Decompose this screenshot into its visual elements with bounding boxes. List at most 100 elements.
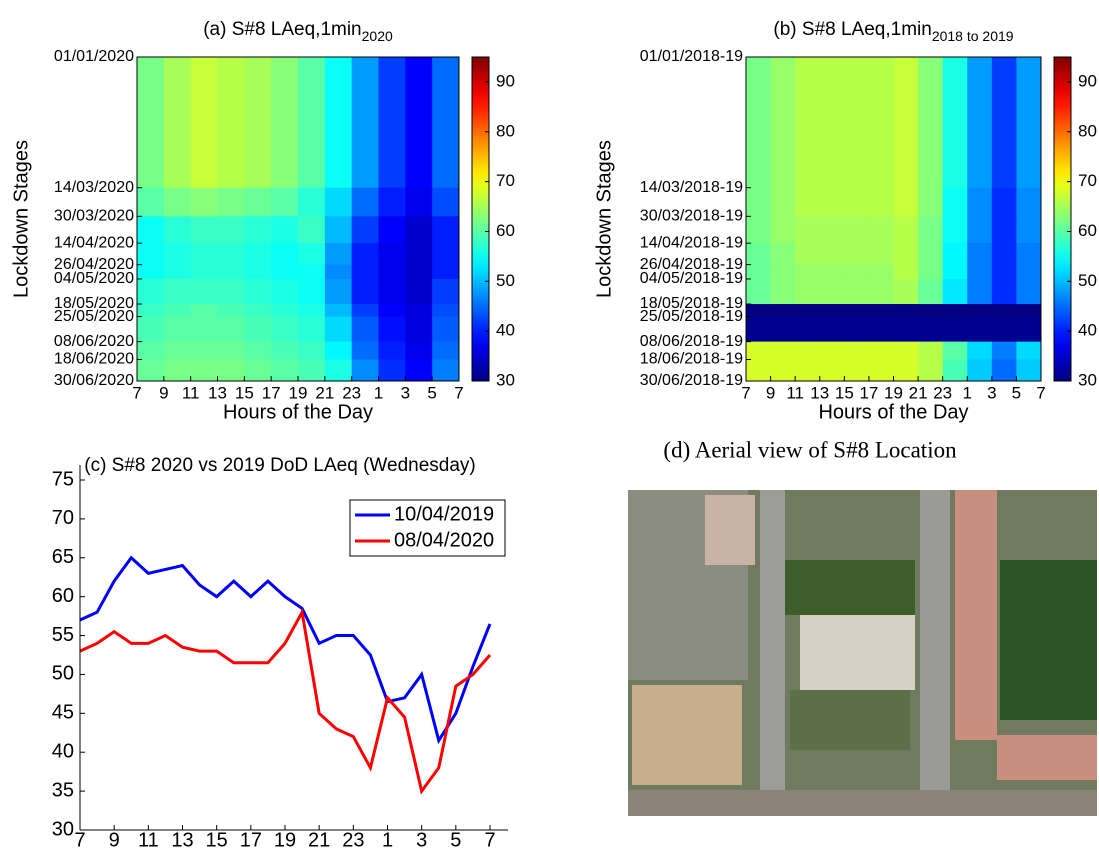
heatmap-cell <box>844 359 870 382</box>
construction <box>632 685 742 785</box>
heatmap-cell <box>1016 187 1042 217</box>
colorbar <box>471 56 490 382</box>
y-tick-label: 18/06/2020 <box>54 351 134 368</box>
heatmap-cell <box>991 243 1017 266</box>
heatmap-cell <box>1016 316 1042 343</box>
heatmap-cell <box>868 316 894 343</box>
y-tick-label: 08/06/2018-19 <box>640 333 743 350</box>
heatmap-cell <box>217 243 245 266</box>
heatmap-cell <box>746 216 772 244</box>
heatmap-cell <box>351 243 379 266</box>
heatmap-cell <box>868 187 894 217</box>
heatmap-cell <box>405 341 433 361</box>
y-tick-label: 35 <box>52 779 74 801</box>
heatmap-cell <box>244 278 272 305</box>
heatmap-cell <box>244 264 272 280</box>
heatmap-cell <box>271 187 299 217</box>
heatmap-cell <box>991 187 1017 217</box>
y-tick-label: 14/03/2020 <box>54 179 134 196</box>
heatmap-cell <box>819 187 845 217</box>
heatmap-cell <box>137 187 165 217</box>
heatmap-cell <box>244 243 272 266</box>
heatmap-cell <box>432 187 460 217</box>
x-tick-label: 1 <box>963 383 972 402</box>
heatmap-cell <box>324 304 353 318</box>
heatmap-cell <box>163 57 192 189</box>
heatmap-cell <box>770 278 796 305</box>
heatmap-cell <box>991 216 1017 244</box>
heatmap-cell <box>942 187 968 217</box>
x-tick-label: 21 <box>909 383 928 402</box>
x-tick-label: 9 <box>766 383 775 402</box>
heatmap-cell <box>770 304 796 318</box>
heatmap-cell <box>819 341 845 361</box>
x-tick-label: 7 <box>132 383 141 402</box>
heatmap-cell <box>918 278 944 305</box>
heatmap-cell <box>405 359 433 382</box>
y-tick-label: 40 <box>52 741 74 763</box>
heatmap-cell <box>967 278 993 305</box>
heatmap-cell <box>819 278 845 305</box>
heatmap-cell <box>324 341 353 361</box>
lot <box>800 615 915 690</box>
colorbar <box>1053 56 1072 382</box>
heatmap-cell <box>190 57 218 189</box>
heatmap-cell <box>378 341 406 361</box>
heatmap-cell <box>746 316 772 343</box>
heatmap-cell <box>190 316 218 343</box>
heatmap-cell <box>432 316 460 343</box>
heatmap-cell <box>795 264 821 280</box>
heatmap-cell <box>163 359 192 382</box>
heatmap-cell <box>918 216 944 244</box>
heatmap-cell <box>942 264 968 280</box>
colorbar-tick-label: 90 <box>496 71 515 90</box>
colorbar-tick-label: 40 <box>496 321 515 340</box>
x-tick-label: 1 <box>382 829 393 849</box>
heatmap-cell <box>893 264 919 280</box>
colorbar-tick-label: 40 <box>1078 321 1097 340</box>
heatmap-cell <box>795 341 821 361</box>
y-tick-label: 18/05/2020 <box>54 295 134 312</box>
heatmap-cell <box>942 243 968 266</box>
heatmap-cell <box>967 359 993 382</box>
heatmap-cell <box>324 243 353 266</box>
x-tick-label: 7 <box>454 383 463 402</box>
heatmap-cell <box>795 316 821 343</box>
heatmap-cell <box>378 264 406 280</box>
heatmap-cell <box>746 187 772 217</box>
heatmap-cell <box>967 57 993 189</box>
colorbar-tick-label: 70 <box>1078 171 1097 190</box>
heatmap-cell <box>163 187 192 217</box>
heatmap-cell <box>991 316 1017 343</box>
colorbar-tick-label: 80 <box>1078 121 1097 140</box>
heatmap-cell <box>137 216 165 244</box>
heatmap-cell <box>351 57 379 189</box>
colorbar-tick-label: 80 <box>496 121 515 140</box>
x-tick-label: 1 <box>374 383 383 402</box>
heatmap-cell <box>746 304 772 318</box>
heatmap-cell <box>378 216 406 244</box>
trees <box>1000 560 1097 720</box>
x-tick-label: 11 <box>182 383 200 402</box>
heatmap-cell <box>967 187 993 217</box>
heatmap-cell <box>918 264 944 280</box>
heatmap-cell <box>217 187 245 217</box>
heatmap-cell <box>918 57 944 189</box>
x-tick-label: 23 <box>342 829 364 849</box>
heatmap-cell <box>405 187 433 217</box>
heatmap-cell <box>137 264 165 280</box>
x-tick-label: 13 <box>171 829 193 849</box>
series-line <box>79 555 492 745</box>
title-main: (b) S#8 LAeq,1min <box>773 19 931 40</box>
heatmap-cell <box>967 216 993 244</box>
heatmap-cell <box>893 341 919 361</box>
series-line <box>79 607 492 795</box>
heatmap-cell <box>868 243 894 266</box>
heatmap-cell <box>918 187 944 217</box>
heatmap-cell <box>217 341 245 361</box>
heatmap-cell <box>942 216 968 244</box>
heatmap-cell <box>324 57 353 189</box>
heatmap-cell <box>942 304 968 318</box>
heatmap-cell <box>217 278 245 305</box>
